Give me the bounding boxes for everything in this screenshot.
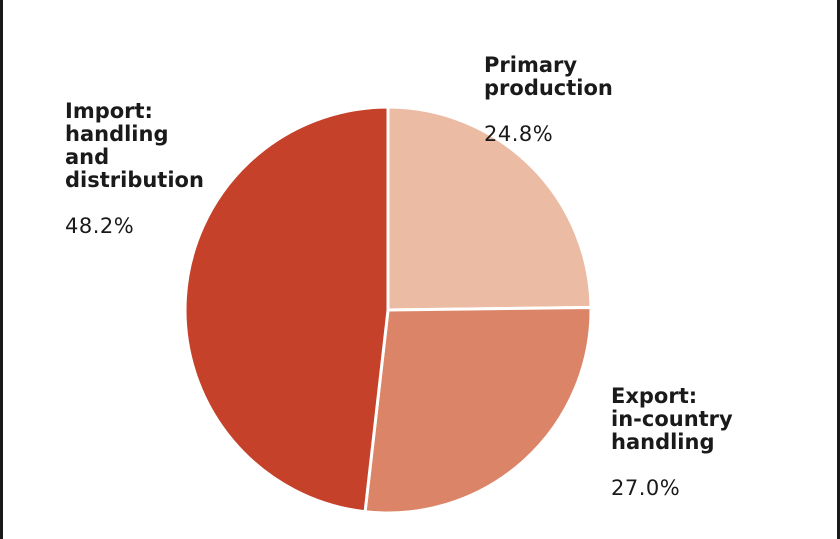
label-import-handling-and-distribution: Import: handling and distribution 48.2%	[65, 77, 204, 261]
slice-export-in-country-handling	[363, 305, 593, 515]
slice-primary-production	[386, 105, 593, 312]
label-primary-production: Primary production 24.8%	[484, 31, 613, 169]
slice-import-handling-and-distribution	[183, 105, 390, 514]
slice-name-import-handling-and-distribution: Import: handling and distribution	[65, 99, 204, 192]
pie-chart	[183, 105, 593, 515]
slice-value-export-in-country-handling: 27.0%	[611, 476, 681, 500]
slice-value-import-handling-and-distribution: 48.2%	[65, 214, 135, 238]
slice-name-export-in-country-handling: Export: in-country handling	[611, 384, 733, 454]
slice-value-primary-production: 24.8%	[484, 122, 554, 146]
label-export-in-country-handling: Export: in-country handling 27.0%	[611, 362, 733, 523]
slice-name-primary-production: Primary production	[484, 53, 613, 100]
